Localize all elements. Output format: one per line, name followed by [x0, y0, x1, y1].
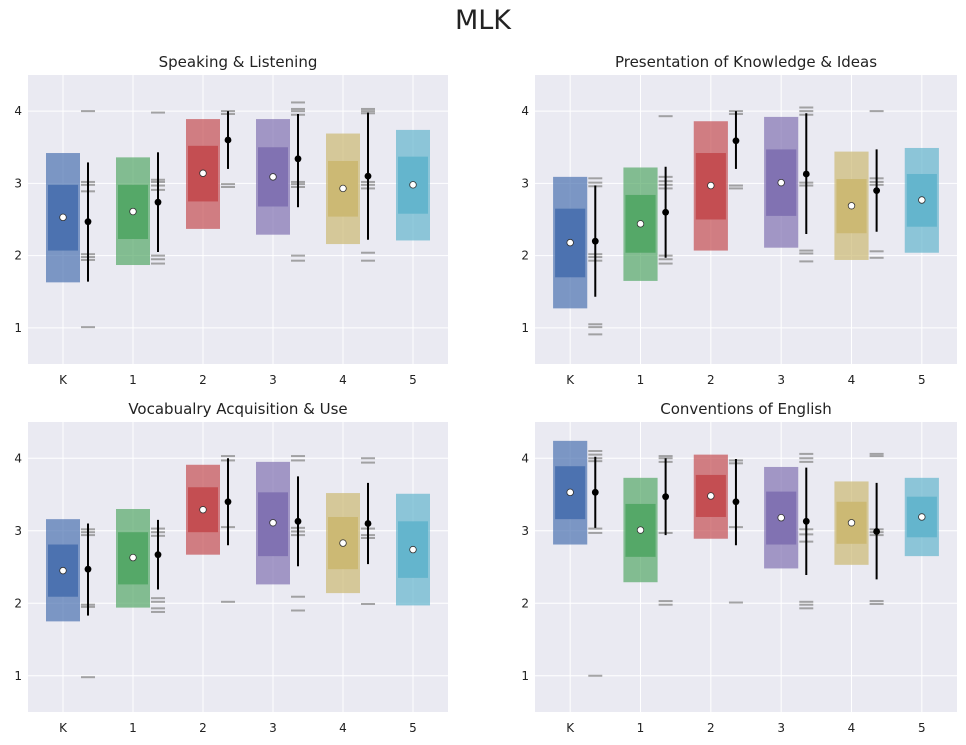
y-tick-label: 4	[14, 104, 22, 118]
x-tick-label: 2	[199, 373, 207, 387]
y-tick-label: 4	[521, 104, 529, 118]
mlk-mean-marker	[224, 498, 232, 506]
plot-area	[28, 422, 448, 712]
mean-marker	[847, 519, 856, 527]
x-tick-label: 1	[129, 721, 137, 735]
mean-marker	[59, 566, 67, 575]
mean-marker	[777, 178, 785, 187]
mlk-mean-marker	[154, 198, 162, 206]
mean-marker	[566, 238, 574, 247]
mean-marker	[707, 181, 715, 190]
mean-marker	[339, 539, 347, 547]
x-tick-label: 1	[129, 373, 137, 387]
y-tick-label: 3	[521, 524, 529, 538]
x-tick-label: 4	[339, 721, 347, 735]
subplot-1: Speaking & Listening 1 2 3 4 K 1 2 3 4 5	[14, 53, 448, 387]
y-tick-label: 2	[521, 249, 529, 263]
y-tick-label: 2	[14, 249, 22, 263]
plot-area	[28, 75, 448, 364]
y-tick-label: 4	[521, 451, 529, 465]
x-tick-label: 5	[918, 373, 926, 387]
mean-marker	[566, 488, 574, 497]
x-tick-label: 3	[269, 373, 277, 387]
mlk-mean-marker	[364, 520, 372, 527]
mlk-mean-marker	[591, 488, 599, 496]
mlk-mean-marker	[873, 528, 881, 535]
mean-marker	[129, 553, 137, 562]
mean-marker	[918, 196, 926, 204]
mean-marker	[269, 173, 277, 181]
mlk-mean-marker	[662, 208, 670, 216]
mlk-mean-marker	[84, 218, 92, 226]
x-tick-label: 5	[918, 721, 926, 735]
subplot-2: Presentation of Knowledge & Ideas 1 2 3 4 K 1 2…	[521, 53, 957, 387]
y-tick-label: 1	[14, 669, 22, 683]
mlk-mean-marker	[662, 493, 670, 501]
x-tick-label: 2	[199, 721, 207, 735]
y-tick-label: 1	[14, 321, 22, 335]
y-tick-label: 3	[14, 524, 22, 538]
mlk-mean-marker	[732, 498, 740, 506]
x-tick-label: 2	[707, 373, 715, 387]
subplot-title: Speaking & Listening	[159, 53, 318, 71]
mlk-mean-marker	[364, 172, 372, 180]
subplot-title: Conventions of English	[660, 400, 831, 418]
x-tick-label: K	[59, 721, 68, 735]
x-tick-label: 4	[848, 721, 856, 735]
mlk-mean-marker	[802, 170, 810, 178]
mlk-mean-marker	[224, 136, 232, 144]
mlk-mean-marker	[154, 551, 162, 559]
x-tick-label: K	[566, 373, 575, 387]
mean-marker	[199, 169, 207, 177]
x-tick-label: 4	[339, 373, 347, 387]
mlk-mean-marker	[873, 187, 881, 195]
x-tick-label: 3	[777, 373, 785, 387]
mlk-mean-marker	[802, 517, 810, 525]
mean-marker	[59, 213, 67, 222]
mean-marker	[409, 181, 417, 189]
mean-marker	[636, 526, 645, 534]
y-tick-label: 3	[521, 176, 529, 190]
y-tick-label: 2	[14, 596, 22, 610]
mean-marker	[129, 207, 137, 216]
x-tick-label: 1	[637, 721, 645, 735]
x-tick-label: 4	[848, 373, 856, 387]
plot-area	[535, 422, 957, 712]
x-tick-label: 5	[409, 721, 417, 735]
y-tick-label: 2	[521, 596, 529, 610]
mlk-mean-marker	[294, 517, 302, 525]
mlk-mean-marker	[294, 155, 302, 163]
x-tick-label: 3	[269, 721, 277, 735]
mean-marker	[707, 492, 715, 500]
plot-area	[535, 75, 957, 364]
mean-marker	[918, 513, 926, 521]
x-tick-label: K	[566, 721, 575, 735]
mlk-mean-marker	[84, 565, 92, 573]
subplot-title: Presentation of Knowledge & Ideas	[615, 53, 877, 71]
subplot-4: Conventions of English 1 2 3 4 K 1 2 3 4 5	[521, 400, 957, 735]
mean-marker	[847, 202, 856, 210]
mean-marker	[339, 184, 347, 193]
x-tick-label: K	[59, 373, 68, 387]
subplot-title: Vocabualry Acquisition & Use	[128, 400, 347, 418]
mean-marker	[636, 220, 645, 228]
y-tick-label: 3	[14, 176, 22, 190]
mean-marker	[409, 545, 417, 554]
mlk-mean-marker	[732, 137, 740, 145]
y-tick-label: 1	[521, 321, 529, 335]
y-tick-label: 4	[14, 451, 22, 465]
y-tick-label: 1	[521, 669, 529, 683]
x-tick-label: 3	[777, 721, 785, 735]
mlk-mean-marker	[591, 237, 599, 245]
subplot-3: Vocabualry Acquisition & Use 1 2 3 4 K 1 2 3 4 5	[14, 400, 448, 735]
x-tick-label: 1	[637, 373, 645, 387]
mean-marker	[199, 506, 207, 514]
figure-title: MLK	[454, 5, 512, 36]
mean-marker	[269, 519, 277, 527]
x-tick-label: 2	[707, 721, 715, 735]
mean-marker	[777, 514, 785, 522]
x-tick-label: 5	[409, 373, 417, 387]
